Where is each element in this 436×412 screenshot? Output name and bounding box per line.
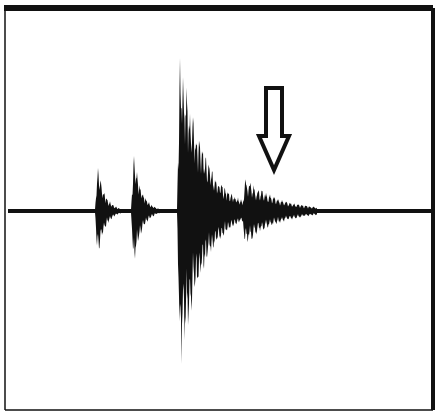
burst-4	[242, 179, 317, 243]
bursts-group	[95, 58, 317, 364]
burst-1	[95, 168, 127, 249]
burst-3	[177, 58, 247, 364]
down-arrow-icon	[255, 86, 293, 175]
burst-2	[131, 156, 165, 259]
arrow-outline	[255, 86, 293, 175]
